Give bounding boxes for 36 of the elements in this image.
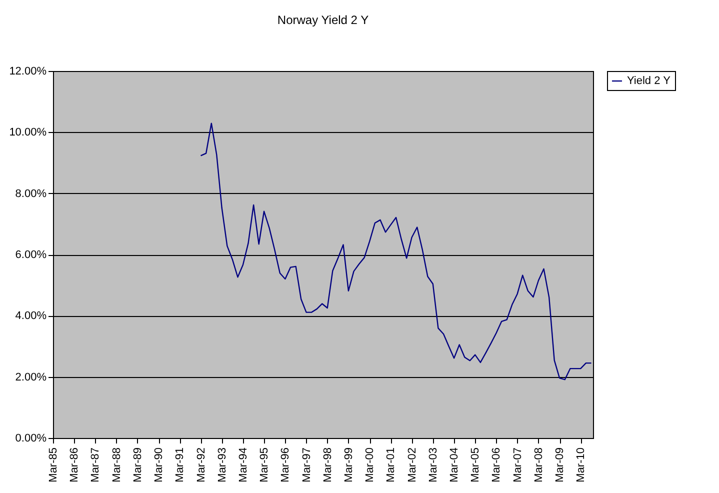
x-tick-label: Mar-86 (68, 448, 81, 482)
x-tick-label: Mar-07 (512, 448, 524, 482)
x-tick-label: Mar-04 (448, 448, 461, 482)
y-tick-label: 4.00% (15, 310, 47, 322)
x-tick-label: Mar-03 (427, 448, 440, 482)
x-tick-label: Mar-99 (342, 448, 355, 482)
x-tick-label: Mar-94 (237, 448, 250, 482)
y-tick-label: 0.00% (15, 432, 47, 444)
y-tick-label: 2.00% (15, 371, 47, 384)
x-tick-label: Mar-90 (153, 448, 166, 482)
x-tick-label: Mar-93 (216, 448, 228, 482)
x-tick-label: Mar-98 (322, 448, 334, 482)
x-tick-label: Mar-97 (300, 448, 313, 482)
x-tick-label: Mar-89 (132, 448, 144, 482)
x-tick-label: Mar-01 (385, 448, 398, 482)
y-tick-label: 10.00% (9, 126, 47, 139)
x-tick-label: Mar-92 (195, 448, 208, 482)
x-tick-label: Mar-88 (110, 448, 123, 482)
x-tick-label: Mar-08 (532, 448, 545, 482)
x-tick-label: Mar-02 (406, 448, 418, 482)
legend-label: Yield 2 Y (627, 75, 672, 87)
x-tick-label: Mar-87 (90, 448, 102, 482)
y-tick-label: 12.00% (9, 66, 47, 78)
x-tick-label: Mar-06 (490, 448, 503, 482)
chart-title: Norway Yield 2 Y (277, 13, 369, 27)
y-tick-label: 6.00% (15, 249, 47, 261)
line-series (200, 122, 592, 380)
x-tick-label: Mar-09 (554, 448, 566, 482)
y-tick-label: 8.00% (15, 188, 47, 200)
x-tick-label: Mar-00 (364, 448, 376, 482)
x-tick-label: Mar-95 (258, 448, 271, 482)
x-tick-label: Mar-85 (48, 448, 60, 482)
x-tick-label: Mar-05 (470, 448, 482, 482)
x-tick-label: Mar-10 (575, 448, 588, 482)
x-tick-label: Mar-91 (174, 448, 186, 482)
x-tick-label: Mar-96 (280, 448, 292, 482)
